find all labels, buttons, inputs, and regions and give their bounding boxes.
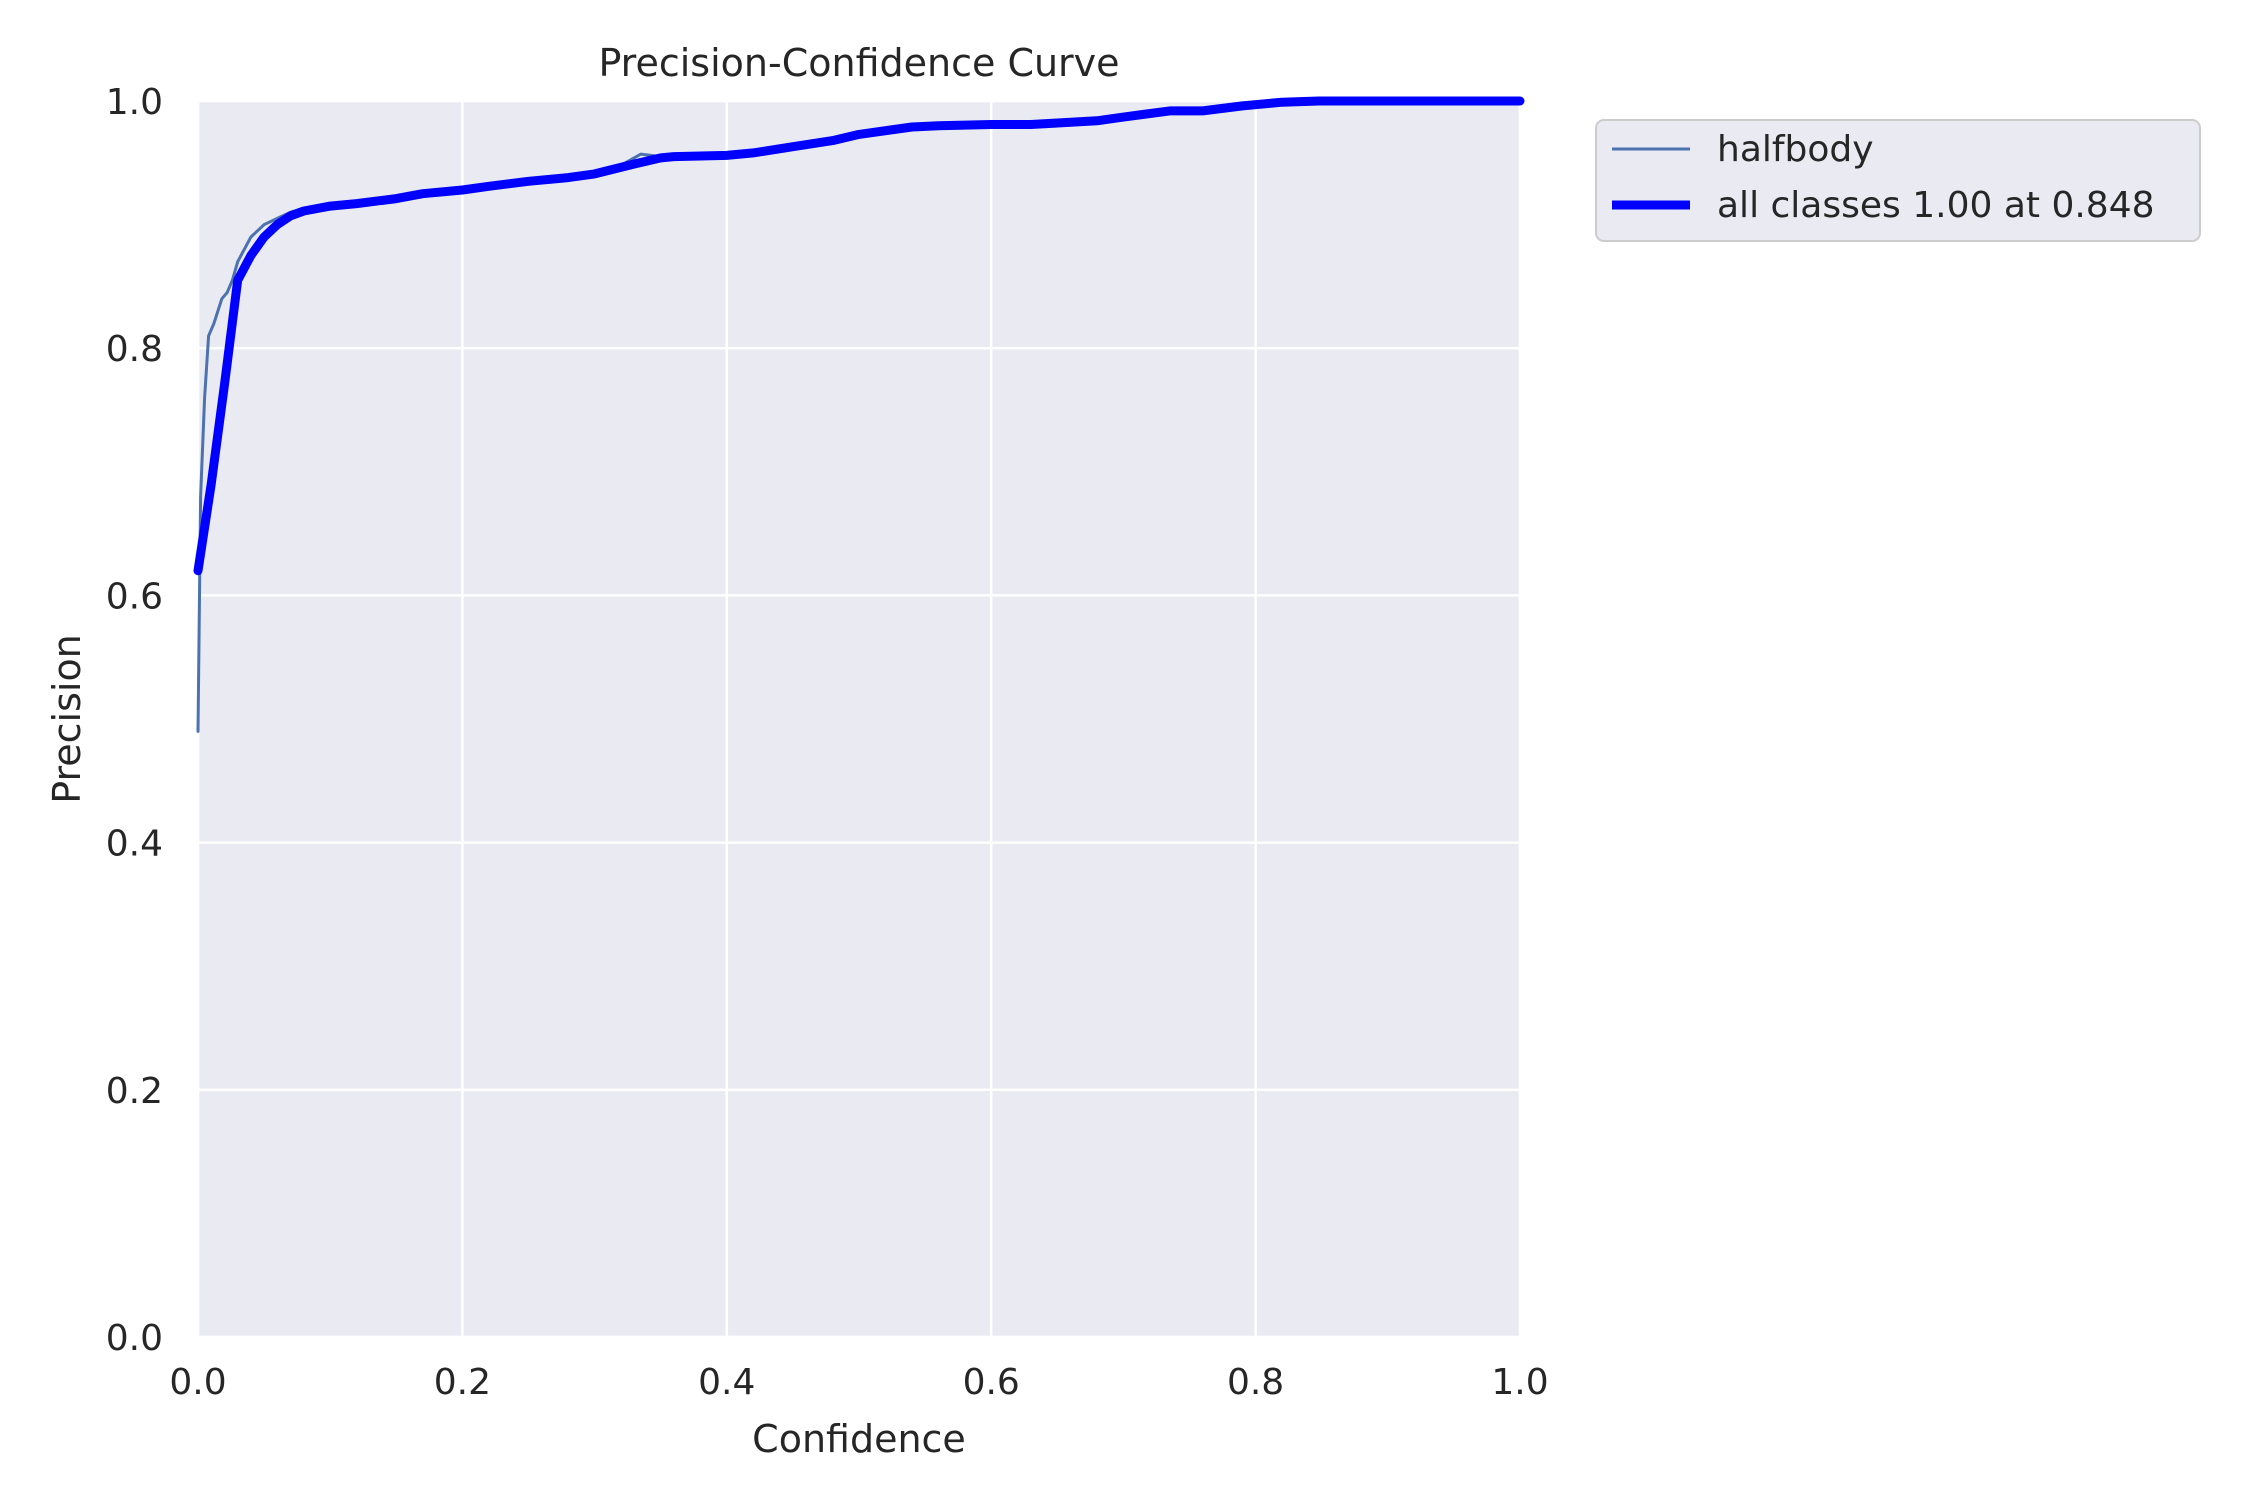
chart-title: Precision-Confidence Curve (598, 41, 1119, 85)
x-tick-label: 0.4 (698, 1362, 755, 1403)
grid-lines (196, 99, 1522, 1339)
legend-label-all-classes: all classes 1.00 at 0.848 (1717, 185, 2155, 226)
series-lines (193, 96, 1525, 733)
y-tick-label: 0.2 (106, 1071, 163, 1112)
legend: halfbody all classes 1.00 at 0.848 (1595, 119, 2201, 242)
legend-label-halfbody: halfbody (1717, 129, 1874, 170)
x-tick-label: 0.2 (434, 1362, 491, 1403)
legend-box (1595, 119, 2201, 242)
plot-background (198, 101, 1520, 1337)
x-tick-label: 0.8 (1227, 1362, 1284, 1403)
y-tick-label: 0.4 (106, 824, 163, 865)
y-tick-labels: 0.0 0.2 0.4 0.6 0.8 1.0 (106, 82, 163, 1359)
y-tick-label: 0.8 (106, 329, 163, 370)
y-axis-label: Precision (45, 634, 89, 804)
series-line-all-classes (193, 96, 1525, 576)
x-tick-label: 1.0 (1491, 1362, 1548, 1403)
y-tick-label: 0.6 (106, 576, 163, 617)
y-tick-label: 1.0 (106, 82, 163, 123)
x-tick-label: 0.6 (963, 1362, 1020, 1403)
x-tick-labels: 0.0 0.2 0.4 0.6 0.8 1.0 (169, 1362, 1548, 1403)
y-tick-label: 0.0 (106, 1318, 163, 1359)
x-axis-label: Confidence (752, 1417, 966, 1461)
x-tick-label: 0.0 (169, 1362, 226, 1403)
